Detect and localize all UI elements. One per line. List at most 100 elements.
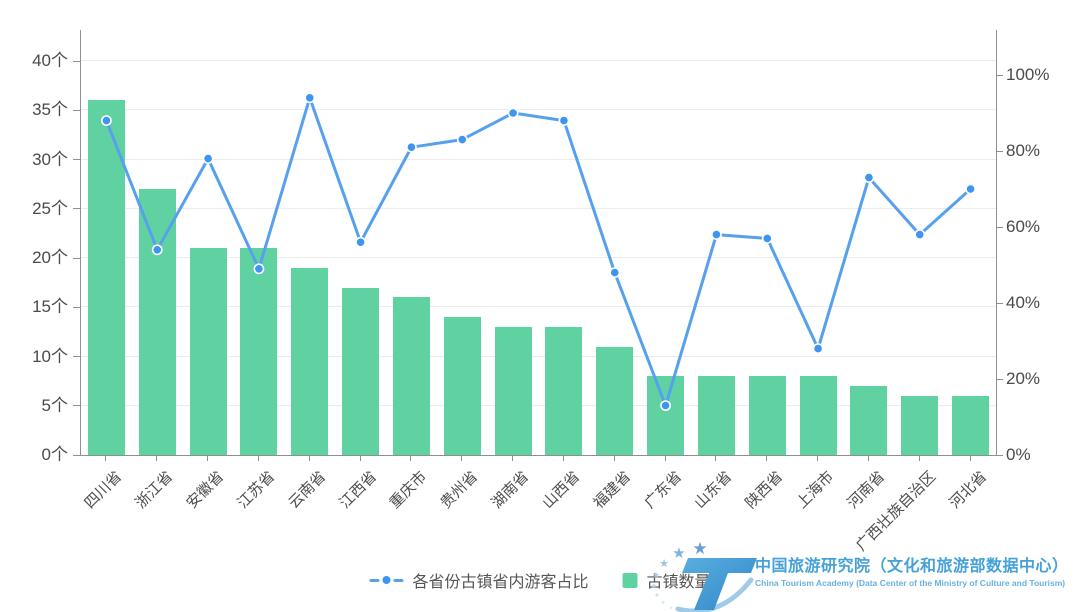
line-point-广东省[interactable]: [660, 400, 671, 411]
bar-四川省[interactable]: [87, 100, 125, 455]
line-point-湖南省[interactable]: [507, 107, 519, 119]
x-axis-tick: [613, 456, 615, 461]
legend-item-town-count[interactable]: 古镇数量: [622, 568, 711, 592]
line-point-四川省[interactable]: [101, 115, 112, 126]
bar-安徽省[interactable]: [189, 248, 227, 455]
line-point-重庆市[interactable]: [406, 141, 417, 153]
bar-福建省[interactable]: [596, 346, 634, 455]
line-point-上海市[interactable]: [812, 343, 824, 354]
x-axis-tick: [308, 456, 310, 461]
y-axis-left-tick: [73, 454, 80, 456]
x-axis-tick: [766, 456, 768, 461]
x-axis-tick: [410, 456, 412, 461]
x-axis-tick: [359, 456, 361, 461]
line-point-贵州省[interactable]: [456, 134, 468, 145]
x-axis-label-江西省: 江西省: [335, 468, 380, 512]
bar-河南省[interactable]: [850, 386, 888, 455]
x-axis-label-福建省: 福建省: [590, 468, 634, 512]
bar-江西省[interactable]: [342, 287, 380, 455]
bar-广东省[interactable]: [647, 376, 685, 455]
x-axis-tick: [918, 456, 920, 461]
plot-area: [80, 30, 997, 456]
x-axis-tick: [512, 456, 514, 461]
bar-series-legend-marker: [622, 572, 638, 588]
y-axis-right-tick: [996, 74, 1003, 76]
y-axis-right-tick: [996, 378, 1003, 380]
svg-text:★: ★: [692, 539, 707, 559]
brand-logo-icon: ★ ★ ★ ★ ★ ★ ★ ★: [651, 539, 757, 612]
y-axis-left-label: 20个: [32, 248, 68, 267]
bar-广西壮族自治区[interactable]: [901, 395, 939, 455]
x-axis-label-重庆市: 重庆市: [386, 468, 431, 512]
y-axis-left-label: 40个: [32, 51, 68, 70]
svg-text:★: ★: [651, 582, 657, 590]
legend: 各省份古镇省内游客占比 古镇数量: [369, 568, 711, 592]
gridline: [81, 306, 996, 308]
gridline: [81, 158, 996, 160]
y-axis-right-label: 20%: [1006, 369, 1041, 388]
bar-陕西省[interactable]: [748, 376, 786, 455]
x-axis-tick: [867, 456, 869, 461]
bar-河北省[interactable]: [952, 395, 990, 455]
y-axis-right-label: 0%: [1006, 445, 1031, 464]
y-axis-right-label: 100%: [1006, 65, 1050, 84]
y-axis-right-tick: [996, 150, 1003, 152]
x-axis-label-浙江省: 浙江省: [132, 468, 177, 512]
y-axis-left-label: 35个: [32, 100, 68, 120]
gridline: [81, 207, 996, 209]
line-point-云南省[interactable]: [304, 92, 316, 104]
x-axis-tick: [969, 456, 971, 461]
bar-山东省[interactable]: [697, 376, 735, 455]
line-point-山东省[interactable]: [711, 229, 722, 240]
line-point-河北省[interactable]: [965, 183, 976, 195]
bar-湖南省[interactable]: [494, 326, 532, 455]
y-axis-left-label: 30个: [32, 149, 68, 169]
line-point-浙江省[interactable]: [151, 244, 163, 256]
x-axis-label-云南省: 云南省: [285, 468, 329, 512]
x-axis-label-江苏省: 江苏省: [234, 468, 279, 512]
y-axis-left-tick: [73, 208, 80, 210]
brand-name-cn: 中国旅游研究院（文化和旅游部数据中心）: [755, 558, 1069, 575]
line-point-河南省[interactable]: [863, 172, 875, 183]
bar-云南省[interactable]: [291, 267, 329, 455]
x-axis-label-四川省: 四川省: [81, 468, 126, 512]
line-point-福建省[interactable]: [609, 267, 621, 278]
bar-山西省[interactable]: [545, 326, 583, 455]
y-axis-left-tick: [73, 159, 80, 160]
y-axis-left-label: 0个: [41, 445, 68, 464]
gridline: [81, 60, 996, 61]
line-point-陕西省[interactable]: [761, 232, 773, 244]
y-axis-right-label: 40%: [1006, 293, 1041, 312]
line-point-广西壮族自治区[interactable]: [914, 229, 926, 240]
svg-text:★: ★: [672, 544, 685, 562]
bar-上海市[interactable]: [799, 376, 837, 455]
bar-重庆市[interactable]: [392, 297, 430, 455]
y-axis-right-label: 60%: [1006, 217, 1041, 236]
gridline: [81, 404, 996, 406]
legend-label-town-count: 古镇数量: [646, 574, 711, 591]
line-point-江苏省[interactable]: [253, 263, 265, 275]
svg-text:★: ★: [652, 571, 660, 581]
x-axis-label-河北省: 河北省: [945, 468, 990, 512]
y-axis-right-tick: [996, 226, 1003, 228]
bar-江苏省[interactable]: [240, 248, 278, 455]
y-axis-right-label: 80%: [1006, 141, 1041, 160]
line-point-江西省[interactable]: [355, 236, 366, 248]
legend-item-visitor-share[interactable]: 各省份古镇省内游客占比: [369, 568, 589, 592]
brand-wordmark: 中国旅游研究院（文化和旅游部数据中心） China Tourism Academ…: [755, 559, 1069, 588]
bar-浙江省[interactable]: [138, 189, 176, 455]
x-axis-tick: [715, 456, 717, 461]
line-point-安徽省[interactable]: [202, 153, 214, 165]
x-axis-tick: [105, 456, 107, 461]
gridline: [81, 257, 996, 258]
x-axis-label-上海市: 上海市: [793, 468, 838, 512]
x-axis-tick: [156, 456, 158, 461]
svg-text:★: ★: [659, 557, 669, 570]
x-axis-tick: [817, 456, 819, 461]
line-point-山西省[interactable]: [558, 115, 570, 126]
x-axis-tick: [257, 456, 259, 461]
bar-贵州省[interactable]: [443, 317, 481, 455]
svg-text:★: ★: [661, 600, 666, 606]
y-axis-left-tick: [73, 109, 80, 111]
